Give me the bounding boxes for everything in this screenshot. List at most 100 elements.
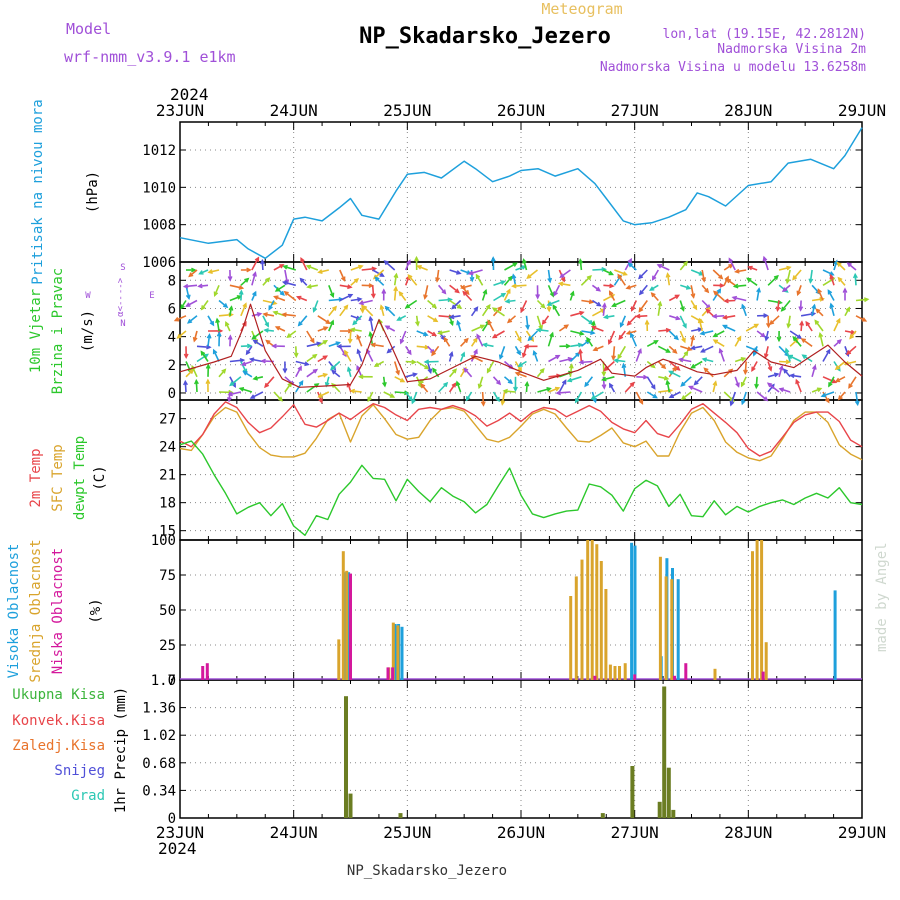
wind-arrow bbox=[639, 284, 648, 295]
cloud-bar bbox=[713, 668, 717, 680]
wind-arrow-head bbox=[323, 326, 329, 331]
wind-arrow-head bbox=[522, 258, 527, 264]
wind-arrow-head bbox=[526, 274, 532, 279]
wind-arrow bbox=[536, 315, 543, 330]
wind-arrow-head bbox=[729, 400, 735, 407]
wind-arrow bbox=[537, 387, 551, 393]
wind-arrow-head bbox=[565, 343, 572, 349]
wind-arrow-head bbox=[252, 339, 258, 345]
wind-arrow bbox=[261, 260, 264, 271]
wind-arrow-head bbox=[467, 270, 474, 276]
wind-arrow-head bbox=[787, 354, 794, 360]
wind-arrow bbox=[188, 269, 198, 277]
wind-arrow-head bbox=[225, 321, 230, 327]
wind-arrow-head bbox=[592, 346, 598, 352]
wind-arrow bbox=[701, 269, 705, 282]
wind-arrow bbox=[350, 298, 362, 302]
wind-arrow bbox=[298, 315, 308, 326]
wind-arrow bbox=[416, 330, 428, 336]
wind-arrow bbox=[690, 300, 698, 310]
wind-arrow bbox=[657, 264, 670, 271]
wind-arrow-head bbox=[734, 268, 740, 274]
wind-arrow bbox=[728, 258, 736, 271]
x-tick-label-bottom: 23JUN bbox=[156, 823, 204, 842]
wind-arrow bbox=[723, 263, 733, 271]
wind-arrow-head bbox=[719, 283, 725, 288]
wind-arrow-head bbox=[404, 390, 410, 396]
wind-arrow bbox=[537, 328, 549, 332]
wind-arrow bbox=[740, 376, 747, 387]
wind-arrow bbox=[741, 391, 747, 405]
x-tick-label-bottom: 28JUN bbox=[724, 823, 772, 842]
wind-arrow-head bbox=[527, 336, 533, 342]
wind-arrow bbox=[469, 269, 483, 275]
wind-arrow-head bbox=[703, 367, 709, 373]
wind-arrow-head bbox=[245, 350, 251, 356]
wind-arrow bbox=[556, 391, 571, 394]
wind-arrow-head bbox=[743, 369, 748, 376]
wind-arrow-head bbox=[227, 276, 233, 282]
wind-arrow bbox=[274, 295, 286, 302]
cloud-unit-label: (%) bbox=[88, 598, 104, 623]
wind-arrow-head bbox=[516, 350, 521, 356]
cloud-bar bbox=[337, 639, 341, 680]
wind-arrow-head bbox=[861, 317, 868, 322]
y-tick-label: 25 bbox=[159, 638, 176, 654]
wind-arrow bbox=[250, 358, 264, 363]
wind-arrow bbox=[698, 319, 703, 332]
wind-arrow-head bbox=[252, 290, 257, 297]
wind-arrow-head bbox=[460, 284, 466, 290]
wind-arrow bbox=[694, 376, 703, 385]
wind-arrow-head bbox=[207, 269, 213, 274]
wind-arrow-head bbox=[431, 351, 437, 357]
wind-arrow-head bbox=[792, 275, 798, 281]
temp2m-line bbox=[179, 401, 863, 457]
wind-arrow-head bbox=[608, 290, 614, 296]
wind-arrow bbox=[689, 385, 703, 393]
wind-arrow bbox=[691, 360, 703, 369]
wind-arrow-head bbox=[675, 315, 682, 321]
wind-arrow-head bbox=[622, 271, 628, 276]
wind-arrow bbox=[560, 269, 571, 278]
wind-arrow bbox=[746, 277, 758, 286]
wind-arrow bbox=[420, 383, 429, 393]
wind-arrow bbox=[581, 299, 593, 303]
wind-arrow-head bbox=[398, 290, 404, 297]
wind-arrow-head bbox=[617, 273, 623, 279]
wind-arrow-head bbox=[752, 351, 758, 357]
wind-arrow bbox=[713, 290, 725, 302]
wind-arrow bbox=[830, 303, 835, 317]
wind-arrow-head bbox=[825, 348, 831, 354]
wind-arrow bbox=[275, 326, 286, 332]
wind-arrow-head bbox=[621, 362, 627, 369]
wind-arrow bbox=[306, 354, 317, 363]
wind-arrow bbox=[456, 381, 462, 393]
wind-arrow-head bbox=[601, 376, 607, 382]
wind-arrow-head bbox=[776, 336, 782, 343]
wind-arrow-head bbox=[852, 272, 858, 279]
wind-arrow bbox=[352, 315, 363, 325]
wind-arrow bbox=[691, 328, 702, 332]
wind-arrow bbox=[393, 361, 400, 375]
wind-arrow-head bbox=[535, 327, 542, 333]
wind-arrow-head bbox=[432, 367, 437, 373]
wind-arrow-head bbox=[561, 379, 567, 385]
wind-arrow bbox=[416, 345, 429, 349]
wind-arrow-head bbox=[299, 277, 305, 283]
station-title: NP_Skadarsko_Jezero bbox=[359, 24, 611, 49]
wind-arrow bbox=[306, 265, 319, 271]
wind-arrow-head bbox=[690, 334, 695, 341]
wind-arrow bbox=[318, 391, 330, 398]
wind-arrow-head bbox=[312, 368, 319, 374]
wind-arrow-head bbox=[568, 363, 574, 369]
wind-arrow bbox=[847, 262, 857, 271]
wind-arrow-head bbox=[789, 373, 795, 379]
wind-arrow bbox=[493, 293, 506, 302]
wind-arrow bbox=[438, 382, 448, 393]
wind-arrow-head bbox=[281, 312, 287, 318]
wind-arrow bbox=[617, 345, 626, 359]
wind-arrow bbox=[570, 311, 584, 317]
wind-arrow bbox=[307, 284, 318, 288]
wind-arrow-head bbox=[370, 293, 376, 299]
wind-arrow bbox=[778, 266, 791, 271]
